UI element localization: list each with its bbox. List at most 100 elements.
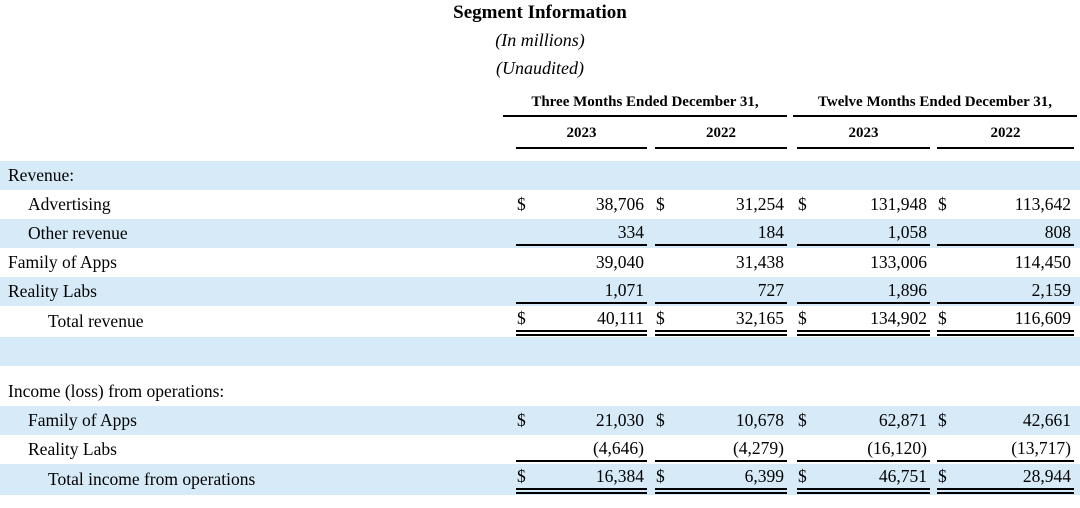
value: (4,646) [592,438,644,458]
value: 727 [757,280,784,300]
row-label: Reality Labs [28,439,117,459]
dollar-sign: $ [517,308,526,328]
dollar-sign: $ [938,466,947,486]
blank-row [0,366,1080,377]
dollar-sign: $ [938,410,947,430]
value: 334 [617,222,644,242]
row-label: Family of Apps [28,410,137,430]
table-row-advertising: Advertising $38,706 $31,254 $131,948 $11… [0,190,1080,219]
value-cell: $62,871 [797,408,930,433]
value: 1,058 [887,222,927,242]
table-row-reality-labs-income: Reality Labs (4,646) (4,279) (16,120) (1… [0,435,1080,464]
dollar-sign: $ [656,194,665,214]
value-cell: (4,279) [655,437,787,462]
document-header: Segment Information (In millions) (Unaud… [0,0,1080,82]
value-cell: $42,661 [937,408,1074,433]
value: 184 [757,222,784,242]
segment-table: Revenue: Advertising $38,706 $31,254 $13… [0,161,1080,495]
value-cell: 334 [516,221,647,246]
value-cell: $46,751 [797,465,930,494]
row-label: Income (loss) from operations: [8,381,225,401]
value-cell: 727 [655,279,787,304]
group-header-three-months: Three Months Ended December 31, [503,94,787,117]
value: (4,279) [732,438,784,458]
value: 113,642 [1014,194,1071,214]
value-cell: 184 [655,221,787,246]
dollar-sign: $ [656,466,665,486]
value: 21,030 [595,410,644,430]
row-label: Family of Apps [8,252,117,272]
value-cell: 808 [937,221,1074,246]
value: (13,717) [1011,438,1071,458]
row-label: Revenue: [8,165,75,185]
value-cell: (16,120) [797,437,930,462]
value-cell: 2,159 [937,279,1074,304]
dollar-sign: $ [798,466,807,486]
value: 31,438 [735,252,784,272]
value: 116,609 [1014,308,1071,328]
value-cell: $131,948 [797,192,930,217]
value-cell: (13,717) [937,437,1074,462]
year-header: 2022 [937,125,1074,149]
value-cell: $116,609 [937,307,1074,336]
blank-row [0,337,1080,366]
value-cell: 1,058 [797,221,930,246]
value: 39,040 [595,252,644,272]
value-cell: $10,678 [655,408,787,433]
value: 42,661 [1022,410,1071,430]
value: 808 [1044,222,1071,242]
value-cell: $38,706 [516,192,647,217]
year-header: 2022 [655,125,787,149]
value-cell: $113,642 [937,192,1074,217]
table-row-total-revenue: Total revenue $40,111 $32,165 $134,902 $… [0,306,1080,337]
value: 114,450 [1014,252,1071,272]
value-cell: 114,450 [937,250,1074,275]
page-title: Segment Information [453,2,627,23]
dollar-sign: $ [798,194,807,214]
value: 2,159 [1031,280,1071,300]
dollar-sign: $ [517,194,526,214]
value: 62,871 [878,410,927,430]
value-cell: (4,646) [516,437,647,462]
value-cell: 1,896 [797,279,930,304]
dollar-sign: $ [938,194,947,214]
value-cell: $16,384 [516,465,647,494]
row-label: Total revenue [48,311,144,331]
dollar-sign: $ [656,308,665,328]
value: 31,254 [735,194,784,214]
value: 16,384 [595,466,644,486]
year-header-row: 2023 2022 2023 2022 [0,125,1080,149]
dollar-sign: $ [798,410,807,430]
value: 1,896 [887,280,927,300]
value: 1,071 [604,280,644,300]
group-header-twelve-months: Twelve Months Ended December 31, [793,94,1077,117]
table-row-other-revenue: Other revenue 334 184 1,058 808 [0,219,1080,248]
table-row-total-income: Total income from operations $16,384 $6,… [0,464,1080,495]
dollar-sign: $ [656,410,665,430]
table-row-family-of-apps-income: Family of Apps $21,030 $10,678 $62,871 $… [0,406,1080,435]
value-cell: 31,438 [655,250,787,275]
value: 6,399 [744,466,784,486]
value: 131,948 [870,194,927,214]
dollar-sign: $ [798,308,807,328]
value: 46,751 [878,466,927,486]
row-label: Reality Labs [8,281,97,301]
value-cell: 1,071 [516,279,647,304]
value-cell: 133,006 [797,250,930,275]
value-cell: $32,165 [655,307,787,336]
value: 10,678 [735,410,784,430]
table-row-reality-labs-revenue: Reality Labs 1,071 727 1,896 2,159 [0,277,1080,306]
row-label: Other revenue [28,223,128,243]
dollar-sign: $ [517,410,526,430]
table-row-revenue-header: Revenue: [0,161,1080,190]
year-header: 2023 [516,125,647,149]
value: 38,706 [595,194,644,214]
dollar-sign: $ [938,308,947,328]
column-group-header-row: Three Months Ended December 31, Twelve M… [0,94,1080,117]
value: (16,120) [867,438,927,458]
row-label: Total income from operations [48,469,256,489]
row-label: Advertising [28,194,111,214]
value-cell: $6,399 [655,465,787,494]
value: 134,902 [870,308,927,328]
value-cell: $134,902 [797,307,930,336]
